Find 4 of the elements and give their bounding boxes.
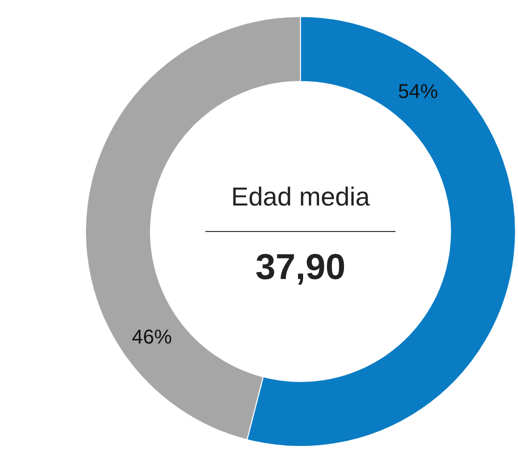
data-label: 54% xyxy=(398,80,438,103)
data-label: 46% xyxy=(132,326,172,348)
text: 37,90 xyxy=(255,246,346,287)
text: Edad media xyxy=(231,182,370,212)
